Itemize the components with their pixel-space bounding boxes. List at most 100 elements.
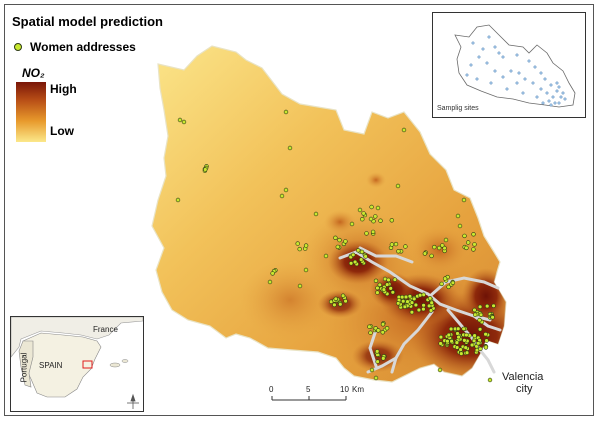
sampling-site-point xyxy=(557,85,561,89)
women-address-point xyxy=(340,293,346,298)
women-address-point xyxy=(461,326,466,331)
women-address-point xyxy=(377,282,382,287)
women-address-point xyxy=(381,287,387,292)
women-address-point xyxy=(370,229,376,235)
women-address-point xyxy=(351,252,356,258)
women-address-point xyxy=(477,317,482,323)
women-address-point xyxy=(267,279,273,285)
ramp-low-label: Low xyxy=(50,124,74,138)
women-address-point xyxy=(421,292,426,297)
sampling-site-point xyxy=(559,95,563,99)
women-address-point xyxy=(472,307,477,313)
women-address-point xyxy=(446,332,451,338)
women-address-point xyxy=(364,231,369,236)
sampling-site-point xyxy=(553,101,557,105)
sampling-sites-inset: Samplig sites xyxy=(432,12,586,118)
women-address-point xyxy=(313,211,319,217)
women-address-point xyxy=(456,326,461,331)
women-address-point xyxy=(471,338,477,343)
women-address-point xyxy=(381,356,386,361)
women-address-point xyxy=(462,233,467,239)
sampling-site-point xyxy=(505,87,509,91)
women-address-point xyxy=(446,284,451,290)
women-address-point xyxy=(283,109,289,115)
women-address-point xyxy=(279,193,285,199)
women-address-point xyxy=(421,303,426,308)
women-address-point xyxy=(401,127,407,133)
women-address-point xyxy=(407,294,413,299)
women-address-point xyxy=(469,342,475,348)
women-address-point xyxy=(458,347,463,352)
women-address-point xyxy=(438,341,443,346)
women-address-point xyxy=(413,302,419,308)
sampling-site-point xyxy=(543,77,547,81)
women-address-point xyxy=(332,302,337,308)
sampling-site-point xyxy=(515,81,519,85)
valencia-city-label: Valencia city xyxy=(502,371,543,395)
women-address-point xyxy=(335,244,340,250)
women-address-point xyxy=(455,331,460,336)
women-address-point xyxy=(463,345,468,350)
country-label-portugal: Portugal xyxy=(19,352,29,383)
sampling-site-point xyxy=(555,81,559,85)
women-address-point xyxy=(473,312,478,317)
women-address-point xyxy=(422,251,428,256)
women-address-point xyxy=(464,332,469,338)
women-address-point xyxy=(477,327,483,332)
sampling-site-point xyxy=(551,95,555,99)
sampling-site-point xyxy=(475,77,479,81)
sampling-site-point xyxy=(493,69,497,73)
women-address-point xyxy=(373,278,379,283)
spain-locator-inset: France Portugal SPAIN xyxy=(10,316,144,412)
women-address-point xyxy=(303,267,309,273)
women-address-point xyxy=(393,241,399,247)
women-address-point xyxy=(375,359,380,364)
sampling-site-point xyxy=(485,61,489,65)
women-address-point xyxy=(454,340,460,345)
sampling-site-point xyxy=(523,77,527,81)
women-address-point xyxy=(348,261,354,266)
sampling-site-points xyxy=(465,35,567,107)
women-address-point xyxy=(368,330,373,335)
women-address-point xyxy=(409,310,415,315)
women-address-point xyxy=(402,304,408,309)
women-address-point xyxy=(333,235,338,241)
women-address-point xyxy=(401,299,406,304)
sampling-site-point xyxy=(481,47,485,51)
women-address-point xyxy=(457,223,463,229)
map-title: Spatial model prediction xyxy=(12,14,163,29)
women-address-point xyxy=(270,271,275,276)
women-address-point xyxy=(403,244,408,249)
women-address-points xyxy=(175,109,496,383)
sampling-site-point xyxy=(501,55,505,59)
women-address-point xyxy=(456,334,461,340)
women-address-point xyxy=(471,232,476,237)
women-address-point xyxy=(428,308,434,313)
sampling-site-point xyxy=(493,45,497,49)
women-address-point xyxy=(427,296,433,301)
women-address-point xyxy=(437,367,443,373)
sampling-site-point xyxy=(555,89,559,93)
sampling-site-point xyxy=(563,97,567,101)
women-address-point xyxy=(356,248,361,253)
women-address-point xyxy=(459,351,464,356)
sampling-site-point xyxy=(531,81,535,85)
sampling-site-point xyxy=(535,95,539,99)
sampling-site-point xyxy=(489,81,493,85)
women-address-point xyxy=(343,239,348,244)
women-address-point xyxy=(363,254,368,259)
map-frame xyxy=(4,4,594,416)
sampling-site-point xyxy=(501,75,505,79)
sampling-site-point xyxy=(487,35,491,39)
women-address-point xyxy=(388,286,393,291)
sampling-inset-map xyxy=(454,24,576,108)
women-address-point xyxy=(472,242,477,247)
women-address-point xyxy=(349,221,355,227)
women-address-point xyxy=(297,283,303,289)
study-area-locator-box xyxy=(82,360,93,369)
women-address-point xyxy=(369,367,375,373)
women-address-point xyxy=(390,290,395,295)
women-address-point xyxy=(442,276,448,281)
